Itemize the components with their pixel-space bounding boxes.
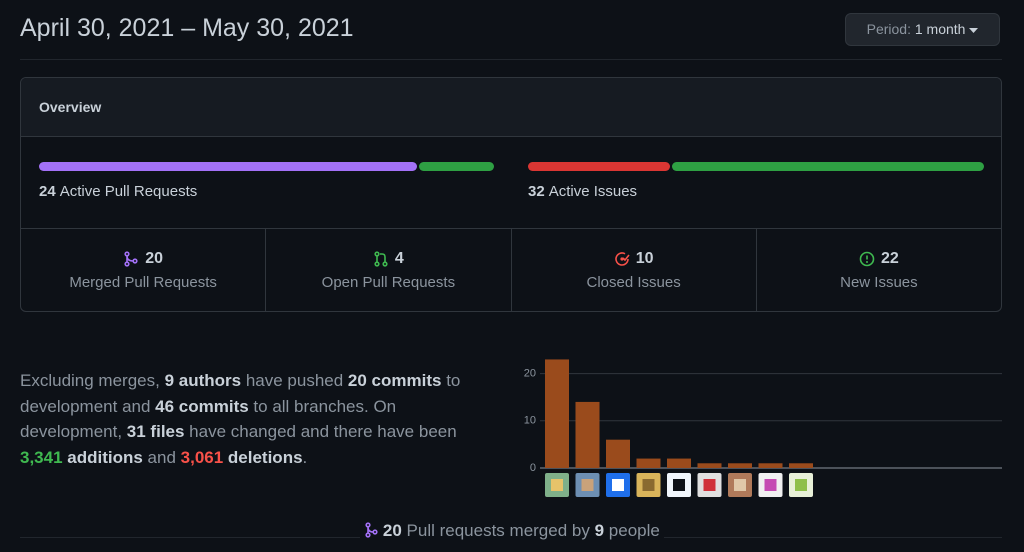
avatar-detail [703, 479, 716, 491]
text: to development and [20, 371, 461, 416]
avatar-detail [581, 479, 594, 491]
caret [969, 28, 979, 33]
closed-issue-icon [614, 252, 630, 266]
y-tick-label: 10 [524, 415, 536, 427]
progress-segment [419, 162, 494, 171]
stat-value: 4 [394, 250, 404, 267]
stat-cell[interactable]: 4 Open Pull Requests [265, 229, 510, 311]
footer: 20 Pull requests merged by 9 people [0, 521, 1024, 541]
overview-title: Overview [21, 78, 1001, 137]
new-issue-icon [859, 251, 875, 267]
stats: 20 Merged Pull Requests 4 Open Pull Requ… [21, 228, 1001, 311]
merge-icon [124, 251, 138, 267]
stat-value: 20 [145, 250, 164, 267]
commits-chart: 0 10 20 [524, 359, 1002, 497]
summary: Excluding merges, 9 authors have pushed … [20, 368, 490, 470]
avatar-detail [673, 479, 685, 491]
text: to all branches. On development, [20, 396, 397, 442]
stat-cell[interactable]: 22 New Issues [755, 229, 1001, 311]
pr-active-label: Active Pull Requests [59, 183, 198, 200]
avatar-detail [734, 479, 746, 491]
issue-progress [528, 162, 984, 171]
progress-segment [528, 162, 670, 171]
deletions: deletions [223, 447, 303, 467]
bar [636, 458, 661, 468]
footer-text: Pull requests merged by [406, 521, 590, 540]
avatar-detail [551, 479, 563, 491]
footer-people-text: people [608, 521, 660, 540]
bar [789, 463, 813, 468]
text: have changed and there have been [184, 422, 457, 441]
bar [667, 458, 691, 468]
bar [545, 359, 569, 468]
page-title: April 30, 2021 – May 30, 2021 [20, 14, 354, 42]
files: 31 files [126, 422, 185, 441]
deletions-count: 3,061 [180, 447, 224, 467]
avatar-detail [642, 479, 655, 491]
progress-segment [671, 162, 984, 171]
text: . [302, 447, 308, 467]
progress-segment [39, 162, 418, 171]
stat-label: Merged Pull Requests [69, 274, 217, 291]
text: have pushed [241, 371, 348, 390]
bar [606, 439, 630, 468]
stat-label: New Issues [840, 274, 918, 291]
stat-value: 22 [880, 250, 899, 267]
period-button[interactable]: Period: 1 month [845, 13, 1000, 46]
stat-cell[interactable]: 20 Merged Pull Requests [21, 229, 265, 311]
text: Excluding merges, [20, 371, 165, 390]
footer-people: 9 [594, 521, 605, 540]
bar [758, 463, 783, 468]
authors-link[interactable]: 9 authors [164, 371, 242, 390]
bar [697, 463, 722, 468]
issue-active-count: 32 [528, 183, 545, 200]
y-tick-label: 0 [530, 462, 536, 474]
pr-progress [39, 162, 494, 171]
pr-active-count: 24 [39, 183, 56, 200]
text: and [142, 447, 181, 467]
footer-count: 20 [382, 521, 402, 540]
bar [728, 463, 752, 468]
avatar-detail [764, 479, 777, 491]
divider [20, 59, 1002, 60]
additions-count: 3,341 [20, 447, 63, 467]
overview-box: Overview 24 Active Pull Requests 32 Active… [20, 77, 1002, 312]
issue-active: 32 Active Issues [528, 183, 637, 200]
issue-active-label: Active Issues [548, 183, 638, 200]
additions: additions [62, 447, 143, 467]
bar [575, 401, 600, 468]
period-value: 1 month [914, 21, 966, 37]
commits: 20 commits [347, 371, 442, 390]
avatar-detail [612, 479, 624, 491]
stat-label: Open Pull Requests [321, 274, 456, 291]
period-label: Period: [866, 21, 911, 37]
open-pr-icon [374, 251, 388, 267]
stat-label: Closed Issues [586, 274, 681, 291]
stat-value: 10 [635, 250, 654, 267]
y-tick-label: 20 [524, 368, 536, 380]
pr-active: 24 Active Pull Requests [39, 183, 197, 200]
stat-cell[interactable]: 10 Closed Issues [510, 229, 756, 311]
merge-icon [365, 522, 378, 538]
commits: 46 commits [155, 396, 249, 416]
avatar-detail [795, 479, 807, 491]
